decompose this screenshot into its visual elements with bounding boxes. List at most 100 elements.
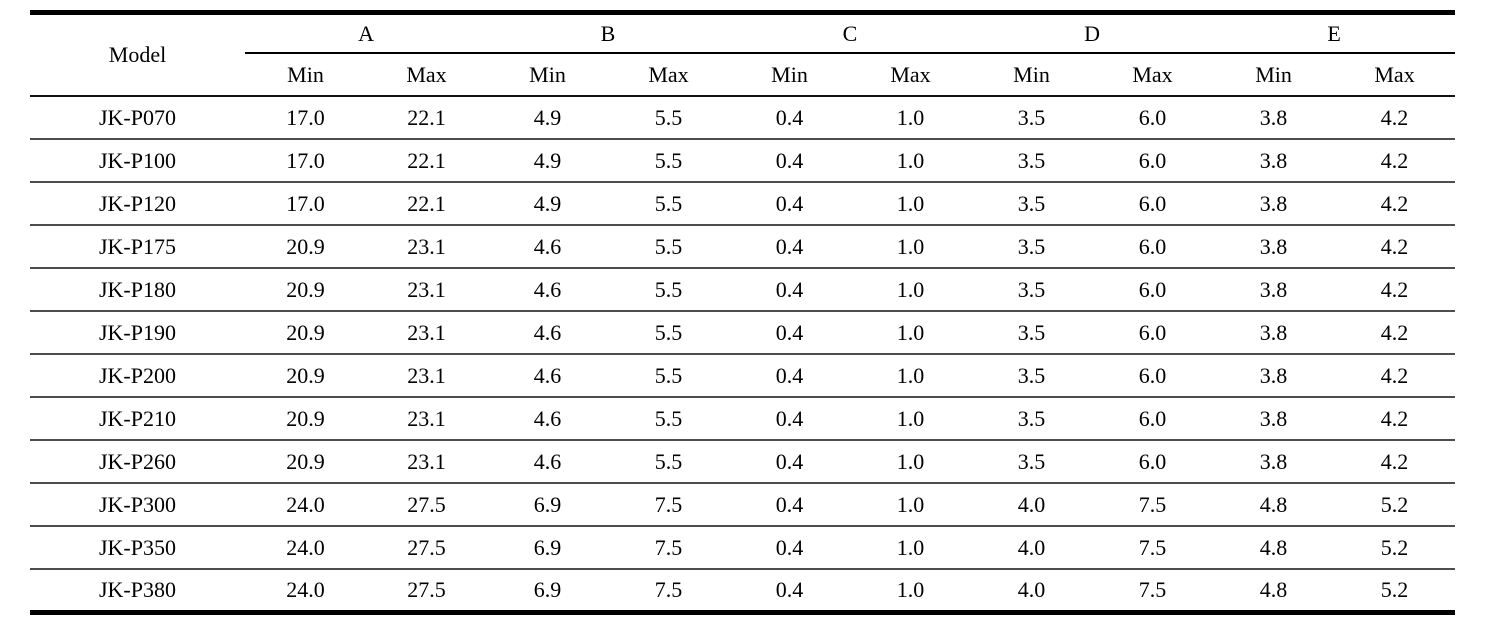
value-cell: 3.8 <box>1259 104 1288 130</box>
value-cell: 22.1 <box>407 190 446 216</box>
value-cell: 6.9 <box>533 491 562 517</box>
value-cell: 1.0 <box>896 576 925 602</box>
value-cell: 4.6 <box>533 276 562 302</box>
value-cell: 1.0 <box>896 147 925 173</box>
table-row: JK-P260 20.9 23.1 4.6 5.5 0.4 1.0 3.5 6.0 3.8 4.2 <box>30 440 1456 483</box>
value-cell: 23.1 <box>407 405 446 431</box>
group-header-c: C <box>729 12 972 54</box>
value-cell: 6.9 <box>533 534 562 560</box>
value-cell: 5.5 <box>654 147 683 173</box>
value-cell: 20.9 <box>286 276 325 302</box>
value-cell: 6.0 <box>1138 104 1167 130</box>
value-cell: 5.2 <box>1380 491 1409 517</box>
value-cell: 23.1 <box>407 319 446 345</box>
table-header: Model A B C D E Min Max Min Max Min Max … <box>30 12 1456 97</box>
value-cell: 4.6 <box>533 448 562 474</box>
value-cell: 4.2 <box>1380 405 1409 431</box>
value-cell: 6.0 <box>1138 147 1167 173</box>
value-cell: 5.5 <box>654 319 683 345</box>
value-cell: 3.5 <box>1017 190 1046 216</box>
value-cell: 27.5 <box>407 491 446 517</box>
value-cell: 4.2 <box>1380 319 1409 345</box>
value-cell: 7.5 <box>1138 576 1167 602</box>
subheader-c-max: Max <box>850 53 972 97</box>
value-cell: 17.0 <box>286 104 325 130</box>
table-row: JK-P300 24.0 27.5 6.9 7.5 0.4 1.0 4.0 7.5 4.8 5.2 <box>30 483 1456 526</box>
value-cell: 0.4 <box>775 190 804 216</box>
value-cell: 4.2 <box>1380 147 1409 173</box>
value-cell: 6.0 <box>1138 319 1167 345</box>
value-cell: 3.5 <box>1017 319 1046 345</box>
value-cell: 22.1 <box>407 147 446 173</box>
value-cell: 1.0 <box>896 362 925 388</box>
value-cell: 1.0 <box>896 491 925 517</box>
table-row: JK-P120 17.0 22.1 4.9 5.5 0.4 1.0 3.5 6.0 3.8 4.2 <box>30 182 1456 225</box>
value-cell: 5.5 <box>654 104 683 130</box>
value-cell: 6.9 <box>533 576 562 602</box>
value-cell: 24.0 <box>286 534 325 560</box>
subheader-a-max: Max <box>366 53 488 97</box>
value-cell: 0.4 <box>775 534 804 560</box>
table-row: JK-P175 20.9 23.1 4.6 5.5 0.4 1.0 3.5 6.0 3.8 4.2 <box>30 225 1456 268</box>
model-cell: JK-P380 <box>98 576 176 602</box>
value-cell: 3.8 <box>1259 448 1288 474</box>
value-cell: 27.5 <box>407 576 446 602</box>
model-cell: JK-P210 <box>98 405 176 431</box>
table-row: JK-P200 20.9 23.1 4.6 5.5 0.4 1.0 3.5 6.0 3.8 4.2 <box>30 354 1456 397</box>
value-cell: 4.6 <box>533 319 562 345</box>
value-cell: 3.5 <box>1017 448 1046 474</box>
value-cell: 3.8 <box>1259 405 1288 431</box>
model-cell: JK-P175 <box>98 233 176 259</box>
value-cell: 4.6 <box>533 362 562 388</box>
value-cell: 24.0 <box>286 576 325 602</box>
value-cell: 17.0 <box>286 190 325 216</box>
model-cell: JK-P200 <box>98 362 176 388</box>
value-cell: 0.4 <box>775 491 804 517</box>
value-cell: 4.0 <box>1017 491 1046 517</box>
value-cell: 7.5 <box>654 576 683 602</box>
model-cell: JK-P120 <box>98 190 176 216</box>
value-cell: 0.4 <box>775 576 804 602</box>
value-cell: 4.8 <box>1259 491 1288 517</box>
value-cell: 20.9 <box>286 405 325 431</box>
value-cell: 4.2 <box>1380 190 1409 216</box>
model-cell: JK-P300 <box>98 491 176 517</box>
table-row: JK-P350 24.0 27.5 6.9 7.5 0.4 1.0 4.0 7.5 4.8 5.2 <box>30 526 1456 569</box>
value-cell: 0.4 <box>775 319 804 345</box>
value-cell: 1.0 <box>896 276 925 302</box>
value-cell: 6.0 <box>1138 448 1167 474</box>
table-row: JK-P100 17.0 22.1 4.9 5.5 0.4 1.0 3.5 6.0 3.8 4.2 <box>30 139 1456 182</box>
value-cell: 20.9 <box>286 448 325 474</box>
value-cell: 3.8 <box>1259 233 1288 259</box>
value-cell: 7.5 <box>1138 491 1167 517</box>
value-cell: 3.5 <box>1017 104 1046 130</box>
value-cell: 3.8 <box>1259 147 1288 173</box>
value-cell: 7.5 <box>1138 534 1167 560</box>
value-cell: 4.6 <box>533 405 562 431</box>
value-cell: 27.5 <box>407 534 446 560</box>
value-cell: 5.5 <box>654 448 683 474</box>
value-cell: 0.4 <box>775 362 804 388</box>
value-cell: 1.0 <box>896 448 925 474</box>
value-cell: 6.0 <box>1138 190 1167 216</box>
value-cell: 23.1 <box>407 233 446 259</box>
model-cell: JK-P100 <box>98 147 176 173</box>
group-header-d: D <box>971 12 1214 54</box>
value-cell: 5.2 <box>1380 576 1409 602</box>
value-cell: 4.2 <box>1380 233 1409 259</box>
subheader-d-max: Max <box>1092 53 1214 97</box>
value-cell: 1.0 <box>896 104 925 130</box>
table-row: JK-P210 20.9 23.1 4.6 5.5 0.4 1.0 3.5 6.0 3.8 4.2 <box>30 397 1456 440</box>
value-cell: 4.8 <box>1259 576 1288 602</box>
value-cell: 3.5 <box>1017 276 1046 302</box>
group-header-row: Model A B C D E <box>30 12 1456 97</box>
value-cell: 3.5 <box>1017 405 1046 431</box>
spec-table: Model A B C D E Min Max Min Max Min Max … <box>30 10 1456 615</box>
value-cell: 0.4 <box>775 147 804 173</box>
value-cell: 7.5 <box>654 534 683 560</box>
value-cell: 20.9 <box>286 362 325 388</box>
value-cell: 1.0 <box>896 233 925 259</box>
value-cell: 5.2 <box>1380 534 1409 560</box>
value-cell: 4.2 <box>1380 448 1409 474</box>
value-cell: 5.5 <box>654 190 683 216</box>
